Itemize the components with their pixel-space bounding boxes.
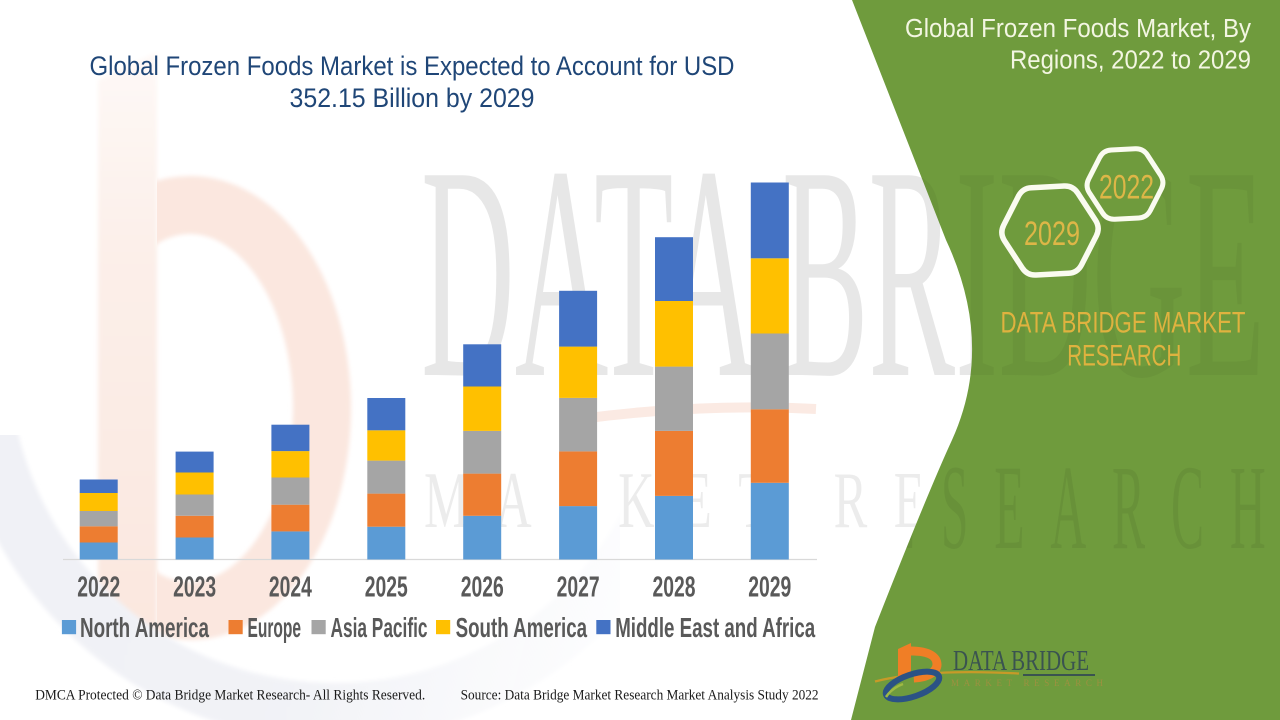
svg-text:DMCA Protected © Data Bridge M: DMCA Protected © Data Bridge Market Rese… xyxy=(35,688,425,704)
svg-text:2022: 2022 xyxy=(77,572,120,604)
svg-text:2024: 2024 xyxy=(269,572,312,604)
svg-text:RESEARCH: RESEARCH xyxy=(1067,340,1181,373)
svg-text:2025: 2025 xyxy=(365,572,408,604)
svg-text:Asia Pacific: Asia Pacific xyxy=(331,612,428,643)
svg-text:DATA BRIDGE MARKET: DATA BRIDGE MARKET xyxy=(1001,306,1246,339)
svg-text:2026: 2026 xyxy=(461,572,504,604)
svg-text:Middle East and Africa: Middle East and Africa xyxy=(615,612,815,643)
svg-text:Regions, 2022 to 2029: Regions, 2022 to 2029 xyxy=(1010,47,1251,75)
svg-text:2029: 2029 xyxy=(1024,215,1080,253)
svg-text:Global Frozen Foods Market, By: Global Frozen Foods Market, By xyxy=(905,15,1251,43)
svg-text:2028: 2028 xyxy=(653,572,696,604)
svg-text:North America: North America xyxy=(80,612,209,643)
svg-text:352.15 Billion by 2029: 352.15 Billion by 2029 xyxy=(290,83,535,113)
svg-text:Europe: Europe xyxy=(248,612,302,643)
svg-text:2023: 2023 xyxy=(173,572,216,604)
svg-text:2029: 2029 xyxy=(748,572,791,604)
svg-text:2027: 2027 xyxy=(557,572,600,604)
svg-text:Source: Data Bridge Market Res: Source: Data Bridge Market Research Mark… xyxy=(461,688,819,704)
svg-text:MARKET RESEARCH: MARKET RESEARCH xyxy=(951,678,1104,688)
svg-text:2022: 2022 xyxy=(1099,168,1154,206)
svg-text:Global Frozen Foods Market is: Global Frozen Foods Market is Expected t… xyxy=(90,51,735,81)
svg-text:DATA BRIDGE: DATA BRIDGE xyxy=(953,646,1089,677)
svg-text:South America: South America xyxy=(456,612,588,643)
